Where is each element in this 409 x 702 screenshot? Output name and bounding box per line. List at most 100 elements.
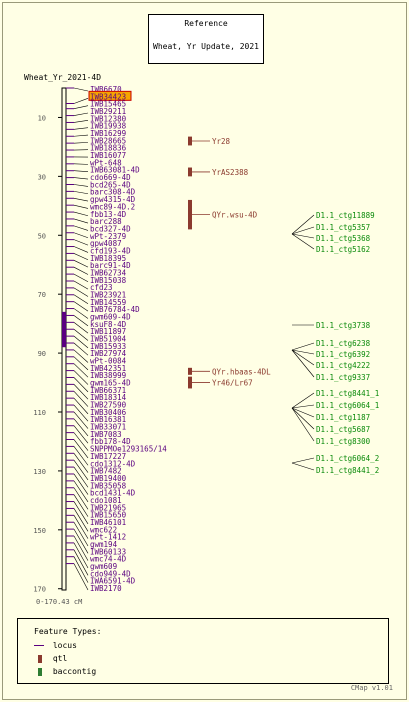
contig-label: D1.1_ctg11889 [316,211,375,220]
locus-label: IWB76784-4D [90,305,140,314]
reference-subtitle: Wheat, Yr Update, 2021 [153,42,259,51]
contig-connector [291,407,315,418]
qtl-bar [188,199,192,230]
locus-label: wPt-2379 [90,232,126,241]
scale-tick-label: 170 [33,586,46,594]
locus-connector [73,563,89,591]
locus-label: IWB11897 [90,327,126,336]
locus-connector [73,342,89,356]
contig-label: D1.1_ctg5162 [316,245,370,254]
qtl-bar [188,367,192,375]
locus-label: barc308-4D [90,188,136,197]
reference-box[interactable]: Reference Wheat, Yr Update, 2021 [148,14,264,64]
locus-connector [73,356,89,371]
contig-label: D1.1_ctg6064_2 [316,454,379,463]
locus-label: IWB18314 [90,393,127,402]
locus-connector [73,134,89,137]
locus-connector [73,315,89,327]
qtl-label: QYr.hbaas-4DL [212,367,271,376]
locus-label: gwm609-4D [90,312,131,321]
scale-tick-label: 110 [33,409,46,417]
reference-title: Reference [184,19,228,28]
locus-label: IWB15933 [90,342,126,351]
scale-tick-label: 130 [33,468,46,476]
locus-connector [73,466,89,488]
locus-label: IWB7083 [90,430,122,439]
contig-label: D1.1_ctg5368 [316,234,371,243]
locus-connector [73,487,89,510]
locus-connector [73,549,89,576]
qtl-bar [188,376,192,389]
locus-label: ksuF8-4D [90,320,127,329]
locus-connector [73,218,89,224]
contig-connector [291,214,315,235]
contig-connector [291,233,315,250]
contig-connector [291,392,315,409]
contig-label: D1.1_ctg1187 [316,413,370,422]
locus-connector [73,556,89,583]
contig-connector [291,407,315,442]
locus-connector [73,246,89,253]
locus-label: IWB62734 [90,268,127,277]
contig-label: D1.1_ctg9337 [316,373,370,382]
locus-connector [73,266,89,275]
locus-label: IWB6670 [90,85,122,94]
locus-label: IWB30406 [90,408,127,417]
locus-label: IWB7482 [90,467,122,476]
locus-label: bcd1431-4D [90,489,136,498]
qtl-bar-icon [38,654,42,663]
qtl-bar [188,136,192,146]
locus-connector [73,142,89,144]
locus-connector [73,301,89,312]
qtl-label: YrAS2388 [212,168,249,177]
locus-label: IWB16077 [90,151,126,160]
contig-label: D1.1_ctg5357 [316,223,370,232]
locus-label: barc288 [90,217,122,226]
locus-connector [73,177,89,180]
locus-label: wPt-1412 [90,533,126,542]
locus-connector [73,522,89,547]
locus-label: bcd265-4D [90,180,131,189]
locus-label: IWB34423 [90,92,126,101]
locus-connector [73,446,89,466]
qtl-label: Yr46/Lr67 [212,379,253,388]
contig-label: D1.1_ctg4222 [316,361,370,370]
locus-connector [73,280,89,290]
contig-connector [291,349,315,378]
locus-connector [73,453,89,473]
contig-connector [291,349,315,355]
map-range-label: 0-170.43 cM [36,598,82,606]
map-name: Wheat_Yr_2021-4D [24,73,101,82]
locus-connector [73,411,89,429]
contig-connector [291,404,315,409]
contig-label: D1.1_ctg6064_1 [316,401,379,410]
locus-connector [73,515,89,539]
locus-label: IWB18395 [90,254,126,263]
locus-connector [73,294,89,305]
locus-connector [73,439,89,459]
locus-label: IWB2170 [90,584,122,593]
locus-label: wPt-0084 [90,357,127,366]
locus-connector [73,273,89,283]
locus-connector [73,370,89,385]
locus-connector [73,397,89,415]
scale-tick-label: 90 [38,350,46,358]
scale-tick-label: 50 [38,232,46,240]
genetic-map: Wheat_Yr_2021-4D 10 30 50 70 90 110 130 150 170 0-… [24,73,379,606]
locus-label: gpw4315-4D [90,195,136,204]
locus-label: IWB33071 [90,423,126,432]
legend-locus: locus [34,641,77,650]
locus-label: gpw4087 [90,239,122,248]
locus-connector [73,542,89,569]
contig-label: D1.1_ctg6238 [316,339,371,348]
locus-label: IWB29211 [90,107,126,116]
locus-label: barc91-4D [90,261,131,270]
locus-label: cfd193-4D [90,246,131,255]
locus-connector [73,253,89,261]
locus-connector [73,432,89,451]
locus-label: IWB16299 [90,129,126,138]
locus-label: IWB46101 [90,518,126,527]
cmap-version: CMap v1.01 [350,684,393,692]
locus-label: IWB19938 [90,122,127,131]
